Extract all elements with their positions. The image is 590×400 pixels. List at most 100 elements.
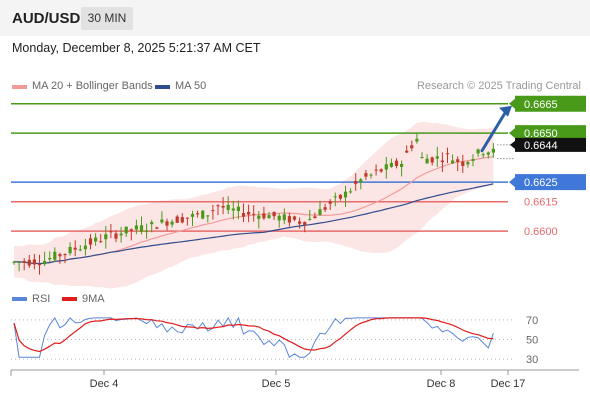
last-price-box bbox=[515, 137, 586, 152]
candle-body-64 bbox=[338, 194, 342, 199]
candle-body-90 bbox=[471, 159, 475, 161]
candle-body-66 bbox=[349, 191, 353, 193]
candle-body-44 bbox=[236, 206, 240, 212]
candle-body-34 bbox=[185, 217, 189, 219]
level-box-0.6665 bbox=[515, 95, 586, 112]
candle-body-94 bbox=[491, 148, 495, 153]
candle-body-53 bbox=[282, 214, 286, 221]
candle-body-46 bbox=[247, 211, 251, 215]
level-box-pointer-0.6650 bbox=[509, 128, 515, 139]
x-tick-label-3: Dec 17 bbox=[491, 378, 526, 390]
candle-body-41 bbox=[221, 205, 225, 208]
candle-body-0 bbox=[12, 261, 16, 263]
candle-body-38 bbox=[206, 215, 210, 217]
rsi-legend-label: RSI bbox=[32, 293, 51, 305]
forecast-arrow-shaft bbox=[480, 108, 509, 153]
candle-body-36 bbox=[196, 213, 200, 215]
candle-body-89 bbox=[466, 162, 470, 165]
candle-body-82 bbox=[430, 157, 434, 163]
candle-body-60 bbox=[318, 209, 322, 216]
candle-body-62 bbox=[328, 201, 332, 204]
candle-body-6 bbox=[43, 260, 47, 265]
credit-text: Research © 2025 Trading Central bbox=[416, 80, 581, 92]
candle-body-42 bbox=[226, 204, 230, 210]
forecast-arrow-head bbox=[499, 105, 512, 117]
candle-body-16 bbox=[94, 237, 98, 242]
candle-body-35 bbox=[190, 214, 195, 217]
level-label-0.6615: 0.6615 bbox=[524, 197, 558, 209]
x-tick-label-1: Dec 5 bbox=[262, 378, 291, 390]
candle-body-13 bbox=[78, 249, 82, 251]
candle-body-7 bbox=[48, 258, 52, 260]
candle-body-72 bbox=[379, 169, 383, 172]
candle-body-56 bbox=[298, 221, 302, 224]
x-tick-label-0: Dec 4 bbox=[90, 378, 119, 390]
candle-body-48 bbox=[257, 215, 261, 219]
bollinger-bands-area bbox=[14, 121, 494, 289]
candle-body-67 bbox=[354, 180, 358, 184]
candle-body-57 bbox=[303, 221, 307, 225]
candle-body-65 bbox=[343, 191, 348, 198]
candle-body-74 bbox=[389, 162, 393, 167]
candle-body-80 bbox=[420, 157, 424, 159]
candle-body-51 bbox=[272, 211, 276, 217]
symbol-label: AUD/USD bbox=[12, 10, 81, 27]
candle-body-28 bbox=[155, 227, 159, 229]
level-box-0.6625 bbox=[515, 174, 586, 191]
candle-body-8 bbox=[53, 251, 57, 260]
ma50-line bbox=[13, 183, 494, 265]
candle-body-33 bbox=[180, 217, 184, 223]
candle-body-70 bbox=[369, 174, 373, 176]
candle-body-27 bbox=[150, 222, 154, 225]
candle-body-39 bbox=[211, 210, 215, 212]
candle-body-52 bbox=[277, 215, 281, 221]
last-price-label: 0.6644 bbox=[524, 140, 558, 152]
candle-body-68 bbox=[359, 179, 363, 183]
candle-body-86 bbox=[451, 160, 455, 164]
candle-body-91 bbox=[476, 149, 480, 154]
top-bar: AUD/USD 30 MIN bbox=[0, 0, 590, 36]
level-box-pointer-0.6625 bbox=[509, 177, 515, 188]
rsi-tick-70: 70 bbox=[526, 315, 538, 327]
candle-body-73 bbox=[384, 164, 388, 170]
candle-body-32 bbox=[175, 216, 179, 223]
x-tick-label-2: Dec 8 bbox=[427, 378, 456, 390]
level-label-0.6600: 0.6600 bbox=[524, 226, 558, 238]
candle-body-87 bbox=[456, 159, 460, 162]
timeframe-button[interactable]: 30 MIN bbox=[81, 7, 133, 30]
candle-body-93 bbox=[486, 152, 490, 155]
candle-body-29 bbox=[160, 219, 164, 223]
candle-body-11 bbox=[68, 246, 72, 254]
candle-body-23 bbox=[129, 229, 133, 231]
candle-body-84 bbox=[440, 160, 444, 163]
candle-body-49 bbox=[262, 213, 266, 219]
candle-body-85 bbox=[445, 153, 450, 155]
candle-body-26 bbox=[145, 230, 149, 232]
rsi-tick-30: 30 bbox=[526, 354, 538, 366]
last-price-pointer bbox=[510, 140, 515, 149]
candle-body-12 bbox=[73, 247, 77, 250]
candle-body-47 bbox=[252, 213, 256, 215]
level-label-0.6650: 0.6650 bbox=[524, 128, 558, 140]
level-label-0.6665: 0.6665 bbox=[524, 99, 558, 111]
candle-body-17 bbox=[99, 241, 103, 243]
candle-body-83 bbox=[435, 156, 439, 159]
ma50-legend-swatch bbox=[155, 85, 170, 89]
candle-body-19 bbox=[109, 231, 113, 233]
rsi-ma-legend-label: 9MA bbox=[82, 293, 105, 305]
candle-body-78 bbox=[410, 145, 414, 149]
candle-body-79 bbox=[415, 138, 419, 142]
candle-body-63 bbox=[333, 196, 337, 198]
candle-body-20 bbox=[114, 233, 118, 239]
candle-body-31 bbox=[170, 221, 174, 225]
candle-body-2 bbox=[22, 260, 26, 263]
candle-body-3 bbox=[27, 259, 31, 266]
candle-body-54 bbox=[287, 216, 291, 223]
candle-body-30 bbox=[165, 221, 169, 226]
candle-body-24 bbox=[134, 225, 138, 230]
candle-body-55 bbox=[292, 216, 297, 220]
candle-body-76 bbox=[400, 163, 404, 167]
candle-body-14 bbox=[83, 245, 87, 250]
candle-body-10 bbox=[63, 254, 67, 256]
